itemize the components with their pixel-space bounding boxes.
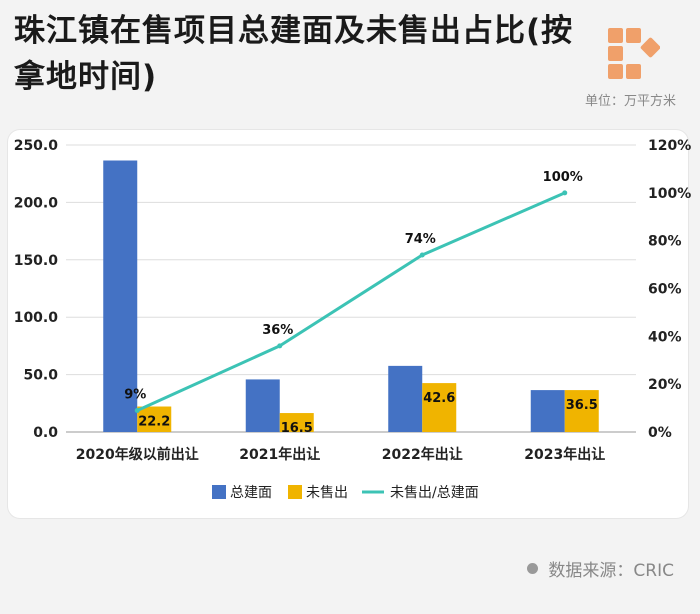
ratio-point xyxy=(419,252,425,258)
data-label-ratio: 100% xyxy=(543,170,583,185)
bullet-icon xyxy=(527,563,539,574)
x-tick-label: 2020年级以前出让 xyxy=(76,446,199,463)
y-right-tick-label: 120% xyxy=(648,138,691,154)
bar-total-area xyxy=(388,365,423,432)
unit-label: 单位：万平方米 xyxy=(584,94,676,109)
ratio-line xyxy=(136,191,566,412)
x-tick-label: 2021年出让 xyxy=(239,446,320,463)
bar-total-area xyxy=(103,160,138,433)
y-right-tick-label: 100% xyxy=(648,186,691,202)
legend-swatch-total-area xyxy=(212,485,226,499)
y-left-tick-label: 50.0 xyxy=(23,368,58,384)
legend-swatch-unsold xyxy=(288,485,302,499)
brand-logo-icon xyxy=(608,28,660,79)
data-label-unsold: 16.5 xyxy=(281,421,313,436)
ratio-point xyxy=(277,343,283,349)
y-left-tick-label: 100.0 xyxy=(14,310,59,326)
y-right-tick-label: 0% xyxy=(648,425,672,441)
y-right-tick-label: 20% xyxy=(648,377,682,393)
y-right-tick-label: 60% xyxy=(648,282,682,298)
x-tick-label: 2023年出让 xyxy=(524,446,605,463)
bar-total-area xyxy=(245,379,280,432)
y-right-tick-label: 40% xyxy=(648,329,682,345)
data-label-ratio: 9% xyxy=(124,387,146,402)
source-note: 数据来源：CRIC xyxy=(527,556,674,581)
data-label-unsold: 36.5 xyxy=(566,398,598,413)
legend-label: 未售出/总建面 xyxy=(390,485,479,501)
legend-label: 总建面 xyxy=(230,485,272,501)
legend-label: 未售出 xyxy=(306,485,348,501)
x-tick-label: 2022年出让 xyxy=(382,446,463,463)
y-left-tick-label: 150.0 xyxy=(14,253,59,269)
data-label-unsold: 22.2 xyxy=(138,415,170,430)
bar-unsold xyxy=(422,383,457,432)
bar-unsold xyxy=(279,413,314,432)
ratio-point xyxy=(134,407,140,413)
bar-unsold xyxy=(137,406,172,432)
bar-total-area xyxy=(530,390,565,432)
source-label: 数据来源：CRIC xyxy=(548,561,674,581)
y-right-tick-label: 80% xyxy=(648,234,682,250)
y-left-tick-label: 0.0 xyxy=(33,425,58,441)
bar-unsold xyxy=(564,390,599,432)
data-label-ratio: 36% xyxy=(262,323,293,338)
data-label-ratio: 74% xyxy=(405,232,436,247)
y-left-tick-label: 250.0 xyxy=(14,138,59,154)
ratio-point xyxy=(562,190,568,196)
data-label-unsold: 42.6 xyxy=(423,391,455,406)
chart-title: 珠江镇在售项目总建面及未售出占比(按拿地时间) xyxy=(14,13,574,95)
y-left-tick-label: 200.0 xyxy=(14,195,59,211)
